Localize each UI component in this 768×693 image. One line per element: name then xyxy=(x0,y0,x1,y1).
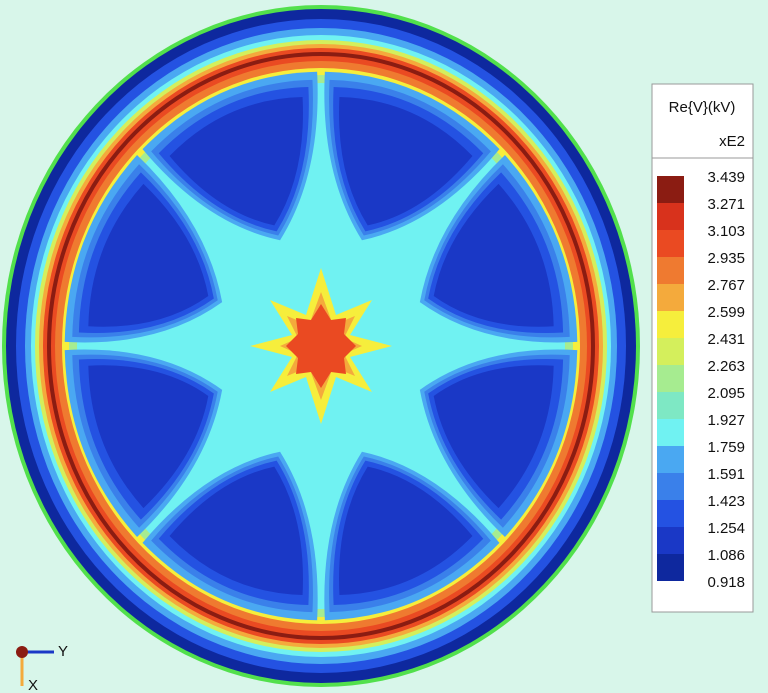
legend: Re{V}(kV) xE2 3.439 3.271 3.103 2.935 2.767 2… xyxy=(651,83,754,613)
legend-swatch xyxy=(657,230,684,257)
legend-swatch xyxy=(657,392,684,419)
legend-label: 1.423 xyxy=(707,493,745,510)
legend-swatch xyxy=(657,419,684,446)
petal-level xyxy=(433,183,554,327)
legend-label: 2.599 xyxy=(707,304,745,321)
legend-label: 2.263 xyxy=(707,358,745,375)
legend-label: 1.759 xyxy=(707,439,745,456)
legend-swatch xyxy=(657,473,684,500)
contour-plot xyxy=(2,5,640,687)
legend-label: 1.254 xyxy=(707,520,745,537)
legend-label: 1.591 xyxy=(707,466,745,483)
petal xyxy=(419,155,578,343)
legend-swatch xyxy=(657,284,684,311)
legend-swatch xyxy=(657,500,684,527)
legend-label: 2.935 xyxy=(707,250,745,267)
petal xyxy=(64,349,223,537)
petal-level xyxy=(433,365,554,509)
legend-label: 2.767 xyxy=(707,277,745,294)
legend-swatch xyxy=(657,554,684,581)
legend-swatch xyxy=(657,446,684,473)
petal xyxy=(324,451,500,621)
petal xyxy=(64,155,223,343)
petal-level xyxy=(339,97,473,226)
petal xyxy=(142,71,318,241)
triad-x-label: X xyxy=(28,677,38,693)
petal xyxy=(324,71,500,241)
petal xyxy=(142,451,318,621)
petals xyxy=(64,71,578,621)
legend-swatch xyxy=(657,311,684,338)
legend-swatch xyxy=(657,527,684,554)
legend-label: 1.086 xyxy=(707,547,745,564)
petal-level xyxy=(88,183,209,327)
petal-level xyxy=(169,97,303,226)
triad-y-label: Y xyxy=(58,643,68,660)
legend-label: 3.103 xyxy=(707,223,745,240)
legend-swatch xyxy=(657,203,684,230)
legend-subtitle: xE2 xyxy=(719,133,745,150)
legend-swatch xyxy=(657,176,684,203)
petal-level xyxy=(88,365,209,509)
legend-label: 3.271 xyxy=(707,196,745,213)
legend-label: 0.918 xyxy=(707,574,745,591)
petal xyxy=(419,349,578,537)
legend-swatch xyxy=(657,365,684,392)
legend-swatch xyxy=(657,338,684,365)
legend-label: 3.439 xyxy=(707,169,745,186)
petal-level xyxy=(169,466,303,595)
legend-label: 2.431 xyxy=(707,331,745,348)
legend-title: Re{V}(kV) xyxy=(669,99,736,116)
axis-triad: Y X xyxy=(16,643,68,693)
legend-label: 2.095 xyxy=(707,385,745,402)
legend-swatch xyxy=(657,257,684,284)
petal-level xyxy=(339,466,473,595)
legend-label: 1.927 xyxy=(707,412,745,429)
